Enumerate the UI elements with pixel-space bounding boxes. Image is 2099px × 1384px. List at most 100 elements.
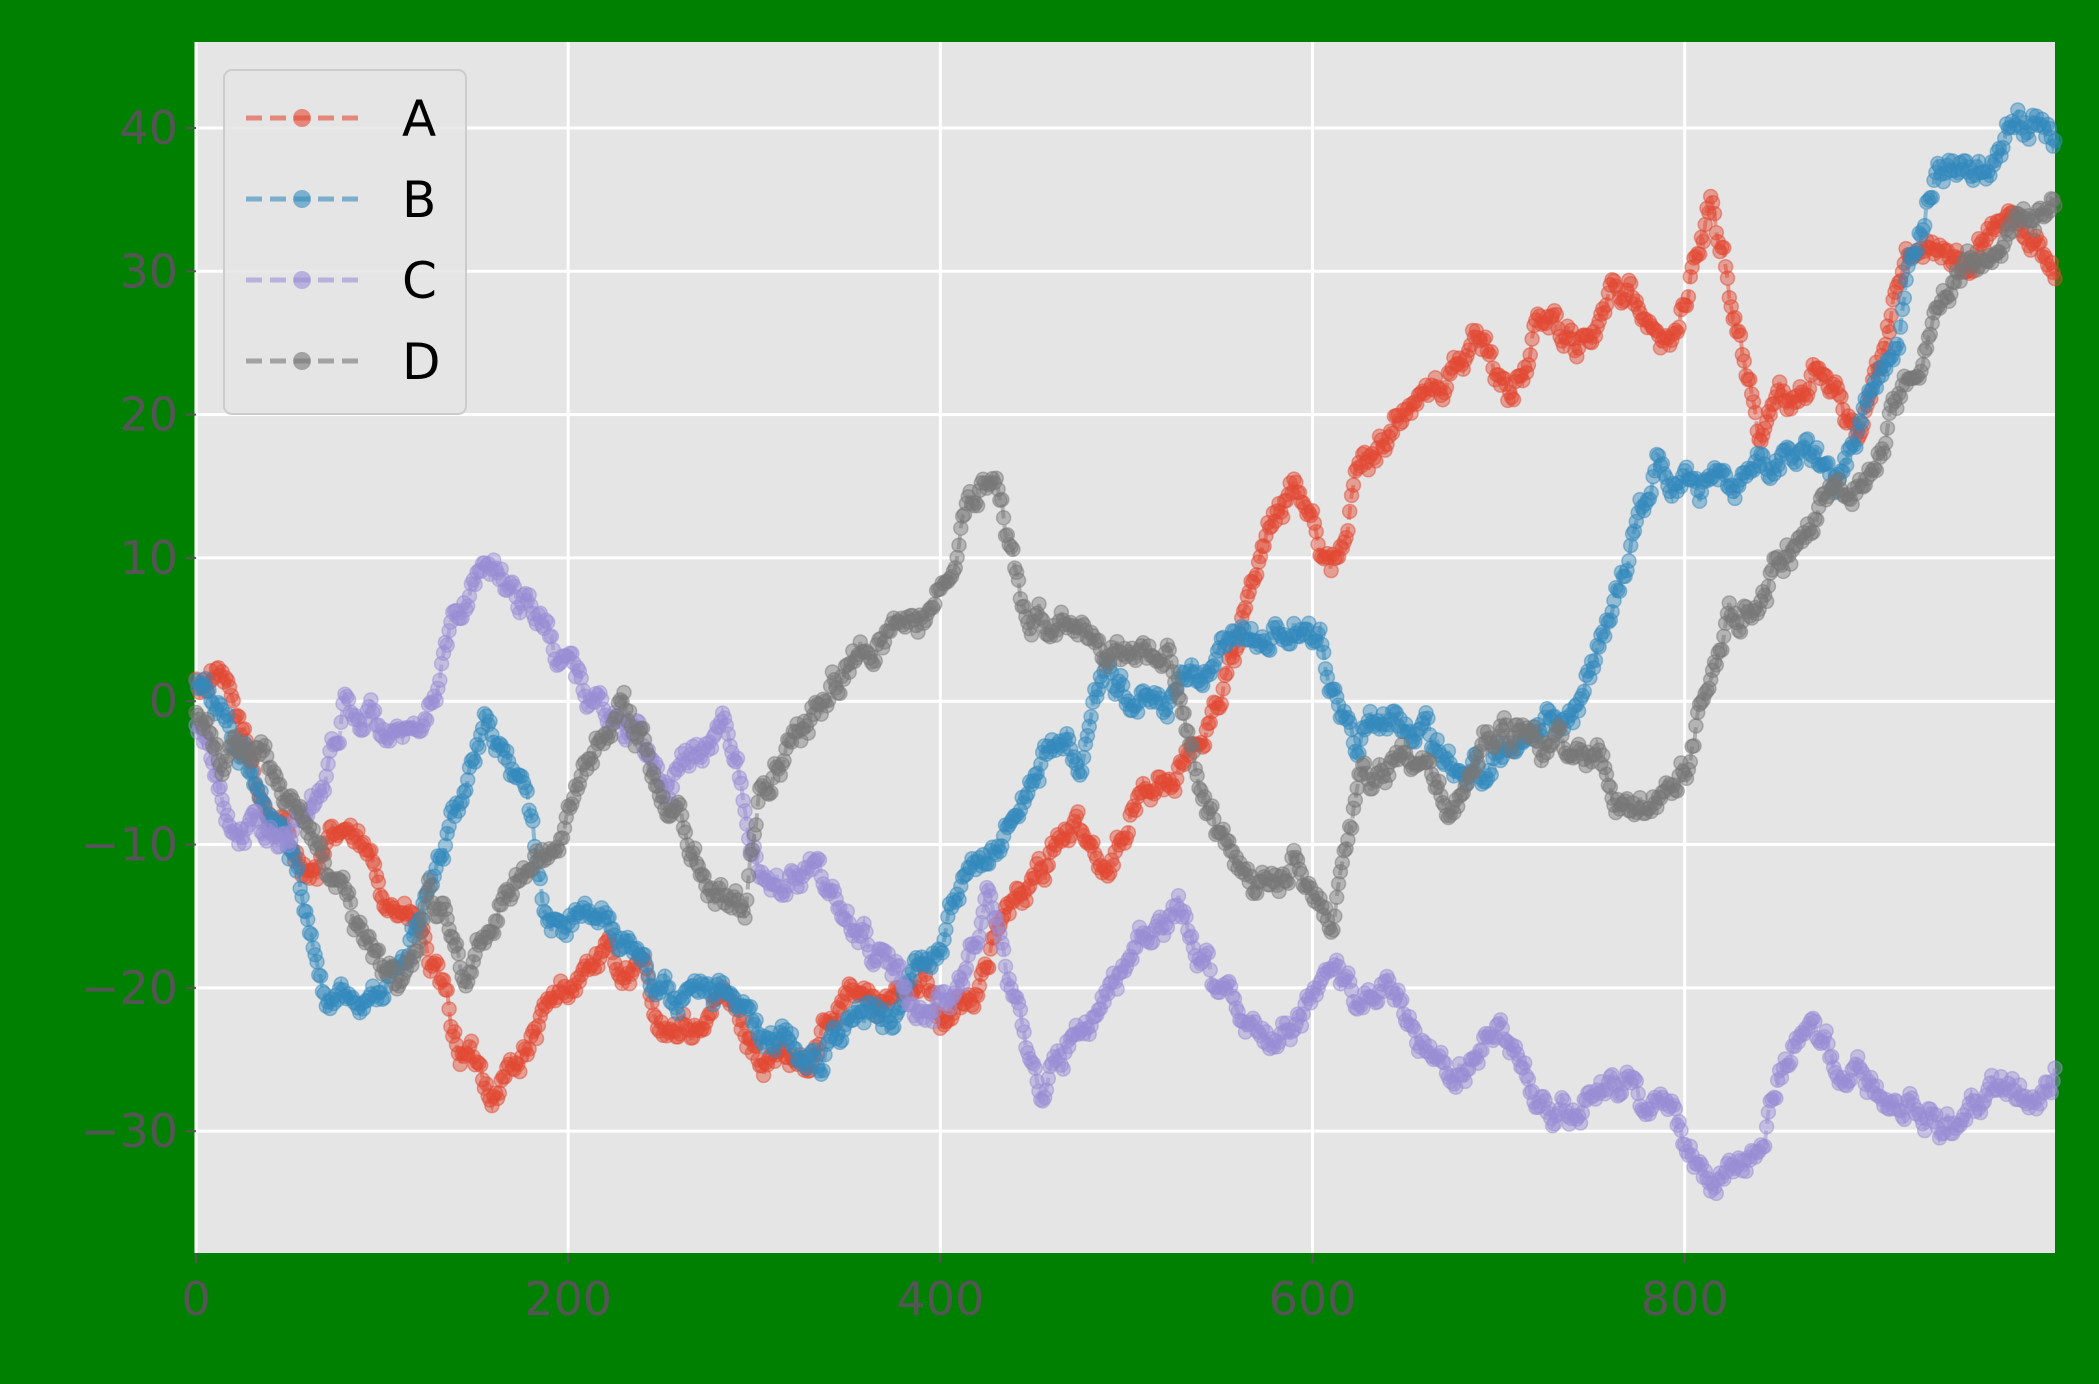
data-point bbox=[1682, 754, 1699, 770]
series-layer bbox=[188, 102, 2063, 1202]
data-point bbox=[366, 703, 383, 719]
data-point bbox=[971, 929, 988, 945]
data-point bbox=[1833, 388, 1849, 405]
data-point bbox=[1758, 1119, 1775, 1135]
data-point bbox=[303, 926, 320, 943]
data-point bbox=[430, 956, 446, 973]
data-point bbox=[2047, 1060, 2063, 1076]
data-point bbox=[1226, 653, 1243, 669]
data-point bbox=[763, 784, 779, 801]
data-point bbox=[1732, 327, 1749, 344]
data-point bbox=[1643, 485, 1659, 501]
data-point bbox=[1868, 462, 1885, 479]
data-point bbox=[432, 672, 448, 688]
data-point bbox=[1085, 834, 1101, 851]
data-point bbox=[1483, 766, 1499, 783]
data-point bbox=[1801, 380, 1818, 397]
data-point bbox=[441, 1001, 457, 1017]
data-point bbox=[1215, 681, 1231, 697]
data-point bbox=[994, 491, 1010, 508]
data-point bbox=[1522, 347, 1538, 363]
data-point bbox=[1853, 415, 1870, 431]
data-point bbox=[450, 945, 467, 962]
data-point bbox=[1178, 908, 1194, 925]
data-point bbox=[997, 958, 1014, 975]
data-point bbox=[1323, 562, 1339, 579]
data-point bbox=[318, 768, 335, 785]
data-point bbox=[1204, 798, 1220, 814]
data-point bbox=[1248, 566, 1265, 583]
data-point bbox=[1896, 290, 1913, 306]
data-point bbox=[366, 856, 383, 873]
data-point bbox=[867, 653, 883, 669]
data-point bbox=[1771, 461, 1788, 478]
data-point bbox=[439, 637, 455, 653]
data-point bbox=[1892, 319, 1909, 335]
data-point bbox=[521, 1041, 537, 1057]
data-point bbox=[1909, 242, 1926, 259]
data-point bbox=[1055, 1061, 1071, 1077]
data-point bbox=[1420, 710, 1436, 726]
data-point bbox=[1783, 1054, 1799, 1071]
data-point bbox=[1213, 696, 1230, 712]
data-point bbox=[519, 783, 535, 799]
data-point bbox=[1381, 767, 1397, 784]
data-point bbox=[422, 878, 439, 894]
data-point bbox=[1879, 420, 1896, 436]
data-point bbox=[927, 596, 943, 612]
data-point bbox=[1010, 572, 1027, 589]
data-point bbox=[1170, 888, 1187, 904]
data-point bbox=[1070, 804, 1086, 820]
data-point bbox=[744, 841, 761, 858]
data-point bbox=[199, 711, 215, 728]
data-point bbox=[1768, 1090, 1784, 1106]
data-point bbox=[1758, 593, 1775, 610]
data-point bbox=[482, 713, 498, 730]
data-point bbox=[1012, 1002, 1029, 1018]
data-point bbox=[1312, 621, 1328, 637]
y-tick-label: −20 bbox=[81, 961, 178, 1015]
data-point bbox=[530, 1017, 547, 1034]
data-point bbox=[1328, 889, 1345, 906]
data-point bbox=[370, 874, 387, 890]
data-point bbox=[312, 968, 329, 984]
data-point bbox=[1695, 233, 1712, 250]
data-point bbox=[236, 835, 253, 852]
data-point bbox=[1848, 439, 1864, 455]
data-point bbox=[1327, 908, 1343, 924]
data-point bbox=[742, 999, 759, 1015]
data-point bbox=[316, 782, 333, 799]
data-point bbox=[1483, 344, 1499, 360]
data-point bbox=[342, 894, 359, 911]
legend-marker bbox=[293, 109, 311, 127]
data-point bbox=[1167, 783, 1183, 799]
data-point bbox=[1005, 541, 1021, 558]
data-point bbox=[1040, 857, 1057, 873]
data-point bbox=[1747, 404, 1764, 421]
y-tick-label: 40 bbox=[119, 101, 178, 155]
data-point bbox=[1341, 503, 1358, 520]
data-point bbox=[1018, 892, 1034, 909]
data-point bbox=[1074, 763, 1090, 780]
data-point bbox=[1736, 353, 1752, 369]
data-point bbox=[320, 756, 336, 772]
data-point bbox=[290, 859, 307, 876]
data-point bbox=[2047, 197, 2063, 214]
data-point bbox=[1304, 503, 1321, 519]
data-point bbox=[567, 983, 584, 999]
y-tick-label: 20 bbox=[119, 388, 178, 442]
data-point bbox=[1915, 356, 1931, 373]
data-point bbox=[1890, 340, 1907, 357]
y-tick-label: −10 bbox=[81, 818, 178, 872]
data-point bbox=[832, 685, 848, 702]
data-point bbox=[1189, 767, 1205, 784]
data-point bbox=[1083, 708, 1099, 725]
x-tick-label: 400 bbox=[896, 1272, 984, 1326]
data-point bbox=[1596, 628, 1613, 644]
data-point bbox=[1727, 309, 1743, 326]
data-point bbox=[1756, 1138, 1773, 1155]
legend-marker bbox=[293, 190, 311, 208]
data-point bbox=[1477, 329, 1494, 345]
data-point bbox=[934, 945, 950, 961]
data-point bbox=[1200, 945, 1217, 961]
